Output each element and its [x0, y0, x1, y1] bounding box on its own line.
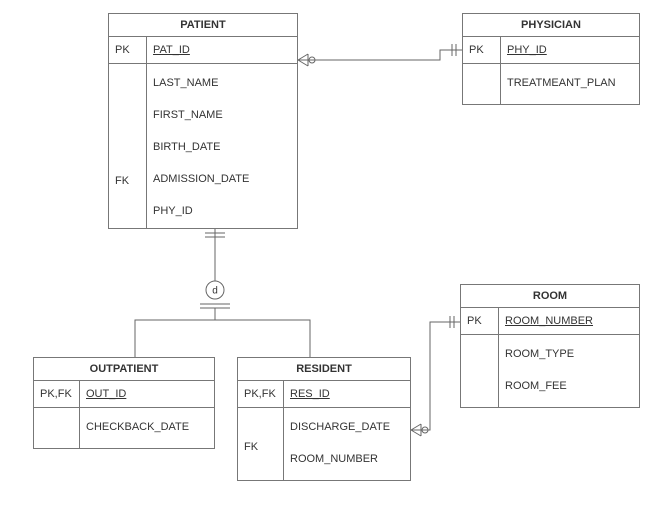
- key-cell: [461, 361, 498, 387]
- attr-cell: ADMISSION_DATE: [147, 160, 297, 192]
- attr-cell: LAST_NAME: [147, 64, 297, 96]
- attr-cell: BIRTH_DATE: [147, 128, 297, 160]
- entity-title: RESIDENT: [238, 358, 410, 381]
- attr-cell: ROOM_NUMBER: [499, 308, 639, 335]
- key-cell: [109, 90, 146, 116]
- inheritance-label: d: [212, 286, 218, 297]
- key-cell: [463, 64, 500, 90]
- entity-title: OUTPATIENT: [34, 358, 214, 381]
- attr-cell: ROOM_FEE: [499, 367, 639, 407]
- key-cell: [109, 64, 146, 90]
- attr-cell: PHY_ID: [501, 37, 639, 64]
- entity-room: ROOM PK ROOM_NUMBER ROOM_TYPE ROOM_FEE: [460, 284, 640, 408]
- entity-title: ROOM: [461, 285, 639, 308]
- attr-cell: DISCHARGE_DATE: [284, 408, 410, 440]
- key-cell: PK,FK: [34, 381, 79, 408]
- entity-outpatient: OUTPATIENT PK,FK OUT_ID CHECKBACK_DATE: [33, 357, 215, 449]
- key-cell: [109, 116, 146, 142]
- key-cell: PK,FK: [238, 381, 283, 408]
- entity-title: PHYSICIAN: [463, 14, 639, 37]
- key-cell: PK: [109, 37, 146, 64]
- key-cell: [461, 335, 498, 361]
- entity-physician: PHYSICIAN PK PHY_ID TREATMEANT_PLAN: [462, 13, 640, 105]
- attr-cell: PHY_ID: [147, 192, 297, 228]
- entity-patient: PATIENT PK FK PAT_ID LAST_NAME FIRST_NAM…: [108, 13, 298, 229]
- entity-title: PATIENT: [109, 14, 297, 37]
- attr-cell: RES_ID: [284, 381, 410, 408]
- attr-cell: TREATMEANT_PLAN: [501, 64, 639, 104]
- attr-cell: FIRST_NAME: [147, 96, 297, 128]
- attr-cell: ROOM_TYPE: [499, 335, 639, 367]
- key-cell: [238, 408, 283, 434]
- attr-cell: ROOM_NUMBER: [284, 440, 410, 480]
- key-cell: PK: [461, 308, 498, 335]
- key-cell: FK: [109, 168, 146, 194]
- attr-cell: CHECKBACK_DATE: [80, 408, 214, 448]
- key-cell: [109, 142, 146, 168]
- entity-resident: RESIDENT PK,FK FK RES_ID DISCHARGE_DATE …: [237, 357, 411, 481]
- key-cell: [34, 408, 79, 434]
- key-cell: FK: [238, 434, 283, 460]
- key-cell: PK: [463, 37, 500, 64]
- attr-cell: PAT_ID: [147, 37, 297, 64]
- attr-cell: OUT_ID: [80, 381, 214, 408]
